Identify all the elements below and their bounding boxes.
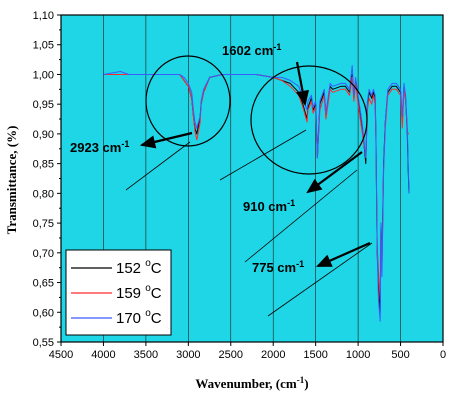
guide-line-1602: [219, 129, 307, 181]
guide-line-910: [244, 169, 358, 263]
x-tick-label: 4000: [91, 349, 115, 361]
y-tick-label: 0,75: [33, 218, 54, 230]
guide-line-775: [267, 242, 373, 317]
annotation-shapes: [125, 55, 373, 317]
y-axis-title: Transmittance, (%): [4, 126, 19, 235]
y-tick-label: 0,85: [33, 159, 54, 171]
y-tick-label: 1,05: [33, 40, 54, 52]
series-group: [103, 65, 410, 322]
y-tick-label: 0,90: [33, 129, 54, 141]
y-tick-label: 0,55: [33, 337, 54, 349]
arrow-910: [306, 151, 363, 194]
annotation-910: 910 cm-1: [243, 198, 295, 214]
axes: 4500 4000 3500 3000 2500 2000 1500 1000 500 0 0,55…: [33, 10, 446, 361]
y-tick-label: 0,60: [33, 307, 54, 319]
y-tick-label: 1,00: [33, 69, 54, 81]
y-tick-label: 0,70: [33, 248, 54, 260]
series-line-3: [103, 65, 410, 322]
circle-1602: [250, 65, 368, 175]
y-tick-label: 0,95: [33, 99, 54, 111]
guide-line-2923: [125, 141, 191, 191]
annotation-1602: 1602 cm-1: [222, 42, 281, 58]
arrow-775: [315, 241, 371, 268]
x-tick-label: 2000: [261, 349, 285, 361]
grid-lines: [103, 15, 401, 342]
x-tick-label: 3500: [134, 349, 158, 361]
legend-label-170: 170 oC: [116, 308, 162, 327]
annotation-2923: 2923 cm-1: [70, 139, 129, 155]
annotation-775: 775 cm-1: [252, 259, 304, 275]
circle-2923: [145, 55, 231, 147]
x-tick-label: 500: [391, 349, 409, 361]
x-axis-title: Wavenumber, (cm-1): [195, 375, 308, 391]
legend: 152 oC 159 oC 170 oC: [65, 249, 172, 336]
y-tick-label: 0,80: [33, 188, 54, 200]
x-tick-label: 2500: [219, 349, 243, 361]
x-tick-label: 3000: [176, 349, 200, 361]
legend-label-159: 159 oC: [116, 283, 162, 302]
x-tick-label: 0: [440, 349, 446, 361]
y-tick-label: 0,65: [33, 278, 54, 290]
y-tick-label: 1,10: [33, 10, 54, 22]
arrow-1602: [295, 61, 310, 107]
x-tick-label: 1500: [303, 349, 327, 361]
legend-label-152: 152 oC: [116, 258, 162, 277]
x-tick-label: 1000: [346, 349, 370, 361]
arrow-2923: [139, 131, 193, 149]
x-tick-label: 4500: [49, 349, 73, 361]
